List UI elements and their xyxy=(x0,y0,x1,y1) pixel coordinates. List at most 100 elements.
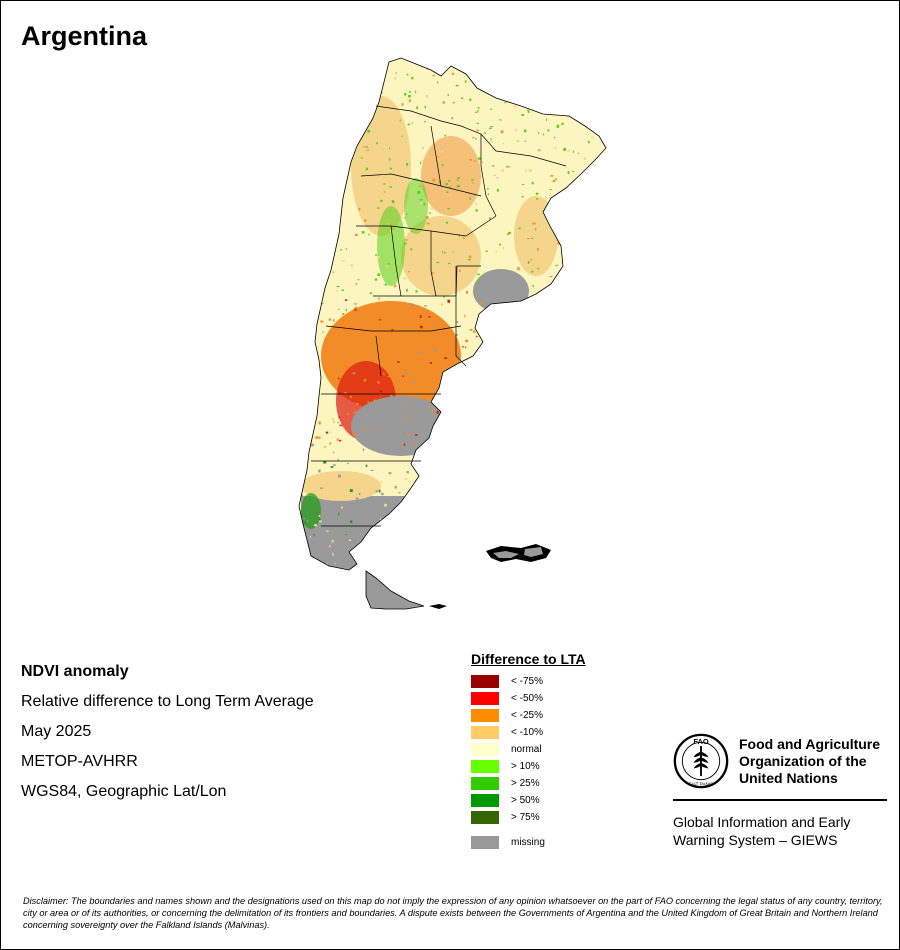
map-speckle xyxy=(598,120,601,123)
map-speckle xyxy=(527,573,528,576)
map-speckle xyxy=(473,508,475,511)
map-speckle xyxy=(460,97,464,99)
map-speckle xyxy=(576,366,578,370)
map-speckle xyxy=(436,411,439,414)
map-speckle xyxy=(450,390,452,393)
map-speckle xyxy=(592,104,595,106)
map-speckle xyxy=(576,104,580,107)
map-speckle xyxy=(539,404,541,407)
map-speckle xyxy=(450,358,453,360)
map-speckle xyxy=(486,188,489,190)
map-speckle xyxy=(597,428,600,431)
map-speckle xyxy=(447,241,450,244)
map-speckle xyxy=(555,377,559,379)
map-speckle xyxy=(302,518,306,520)
map-speckle xyxy=(422,159,424,162)
map-speckle xyxy=(424,105,426,109)
map-speckle xyxy=(481,61,484,64)
map-speckle xyxy=(451,72,454,75)
map-speckle xyxy=(518,227,521,230)
map-speckle xyxy=(312,165,315,169)
map-speckle xyxy=(573,425,577,429)
map-speckle xyxy=(383,372,385,376)
map-speckle xyxy=(412,405,415,408)
map-speckle xyxy=(474,160,476,162)
map-speckle xyxy=(567,437,570,440)
map-speckle xyxy=(433,349,437,352)
map-speckle xyxy=(532,453,535,456)
map-speckle xyxy=(392,566,394,568)
map-speckle xyxy=(380,98,384,100)
map-speckle xyxy=(403,242,407,245)
map-speckle xyxy=(406,471,409,474)
map-speckle xyxy=(582,189,583,191)
map-speckle xyxy=(584,182,587,184)
map-speckle xyxy=(421,568,424,570)
map-speckle xyxy=(321,303,324,305)
map-speckle xyxy=(329,442,331,445)
map-speckle xyxy=(567,171,570,174)
map-speckle xyxy=(389,580,390,582)
legend-label: < -10% xyxy=(511,727,543,738)
map-speckle xyxy=(428,316,431,318)
map-speckle xyxy=(378,297,380,301)
map-speckle xyxy=(345,248,348,250)
map-speckle xyxy=(434,387,437,390)
map-speckle xyxy=(598,498,600,501)
map-speckle xyxy=(324,351,327,355)
map-speckle xyxy=(491,350,494,353)
map-speckle xyxy=(527,541,530,544)
map-speckle xyxy=(335,289,338,292)
map-speckle xyxy=(567,566,570,569)
map-speckle xyxy=(443,354,445,358)
map-speckle xyxy=(498,451,501,455)
map-speckle xyxy=(523,534,525,537)
map-speckle xyxy=(600,492,603,496)
map-speckle xyxy=(535,192,539,195)
map-speckle xyxy=(525,411,527,414)
map-speckle xyxy=(403,443,406,446)
map-speckle xyxy=(447,386,450,390)
map-speckle xyxy=(367,401,369,403)
map-speckle xyxy=(566,433,569,437)
map-speckle xyxy=(551,449,553,453)
product-description: Relative difference to Long Term Average xyxy=(21,693,314,710)
map-speckle xyxy=(434,481,437,483)
map-speckle xyxy=(521,316,524,318)
map-speckle xyxy=(333,534,336,537)
map-speckle xyxy=(451,117,454,120)
map-speckle xyxy=(448,186,451,188)
map-speckle xyxy=(415,537,419,540)
map-speckle xyxy=(589,197,591,200)
map-speckle xyxy=(538,149,541,152)
map-speckle xyxy=(567,189,570,193)
map-speckle xyxy=(337,458,339,462)
map-speckle xyxy=(361,104,363,106)
map-speckle xyxy=(560,285,562,288)
map-speckle xyxy=(303,454,306,456)
map-speckle xyxy=(588,501,591,503)
map-speckle xyxy=(445,460,448,463)
fao-logo-block: FAO FIAT PANIS Food and Agriculture Orga… xyxy=(673,733,889,849)
map-speckle xyxy=(500,64,502,67)
map-speckle xyxy=(579,246,583,250)
map-speckle xyxy=(539,421,543,423)
map-speckle xyxy=(403,324,405,328)
map-speckle xyxy=(484,549,487,553)
map-speckle xyxy=(353,411,357,414)
map-speckle xyxy=(573,98,575,100)
map-speckle xyxy=(477,459,481,461)
map-speckle xyxy=(390,554,393,557)
map-speckle xyxy=(502,389,504,392)
map-speckle xyxy=(415,578,418,580)
map-speckle xyxy=(552,295,554,297)
map-speckle xyxy=(441,468,445,470)
map-speckle xyxy=(467,259,471,261)
map-speckle xyxy=(444,134,447,137)
map-speckle xyxy=(502,335,506,338)
map-speckle xyxy=(355,283,357,285)
map-speckle xyxy=(378,318,382,320)
map-speckle xyxy=(433,323,435,326)
map-speckle xyxy=(500,322,503,324)
map-speckle xyxy=(316,573,317,576)
